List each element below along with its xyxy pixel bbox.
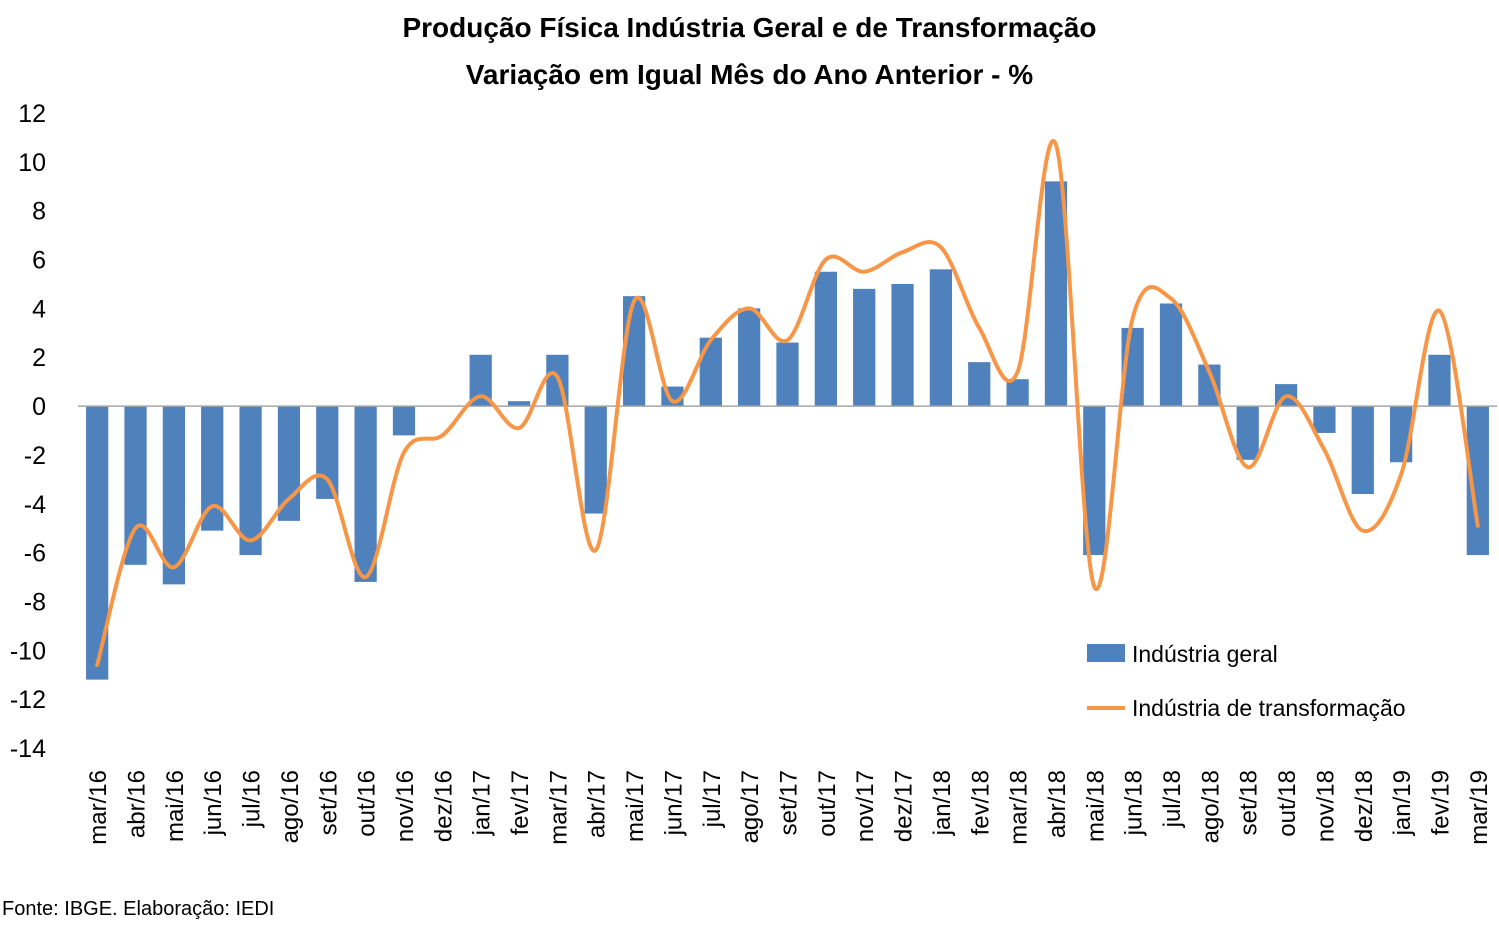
bar-fev/18: [968, 362, 991, 407]
bar-out/17: [814, 271, 837, 407]
x-tick-label: mar/16: [85, 770, 112, 845]
y-tick-label: 12: [18, 100, 46, 128]
y-tick-label: -6: [24, 540, 46, 568]
x-tick-label: jan/19: [1389, 770, 1416, 836]
bar-ago/17: [738, 308, 761, 407]
bar-jan/18: [929, 269, 953, 407]
bar-dez/18: [1351, 406, 1374, 494]
x-tick-label: mar/19: [1466, 770, 1493, 845]
x-tick-label: dez/16: [430, 770, 457, 842]
bar-mai/18: [1083, 406, 1106, 556]
y-axis-ticks: 12 10 8 6 4 2 0 -2 -4 -6 -8 -10 -12 -14: [10, 100, 46, 763]
bar-abr/17: [584, 406, 607, 514]
bar-abr/18: [1044, 181, 1068, 407]
x-tick-label: set/16: [315, 770, 342, 835]
x-tick-label: nov/16: [392, 770, 419, 842]
bar-mar/18: [1006, 379, 1029, 407]
x-tick-label: set/18: [1236, 770, 1263, 835]
x-tick-label: abr/18: [1044, 770, 1071, 838]
x-tick-label: fev/17: [507, 770, 534, 835]
x-tick-label: jul/18: [1159, 770, 1186, 828]
y-tick-label: -14: [10, 735, 46, 763]
x-tick-label: ago/17: [737, 770, 764, 843]
x-tick-label: fev/18: [967, 770, 994, 835]
x-tick-label: jun/18: [1121, 770, 1148, 836]
x-tick-label: out/18: [1274, 770, 1301, 837]
bar-dez/17: [891, 283, 914, 407]
bar-set/18: [1236, 406, 1259, 460]
x-tick-label: jun/17: [660, 770, 687, 836]
bar-nov/18: [1313, 406, 1336, 433]
chart-title: Produção Física Indústria Geral e de Tra…: [402, 12, 1097, 43]
x-tick-label: mai/18: [1082, 770, 1109, 842]
x-tick-label: out/16: [354, 770, 381, 837]
bar-out/16: [354, 406, 377, 582]
y-tick-label: 10: [18, 149, 46, 177]
y-tick-label: 6: [32, 247, 46, 275]
x-tick-label: mai/17: [622, 770, 649, 842]
bar-mar/19: [1466, 406, 1489, 556]
bar-fev/17: [507, 401, 531, 407]
x-tick-label: set/17: [776, 770, 803, 835]
bar-nov/16: [392, 406, 416, 436]
bar-set/16: [316, 406, 339, 499]
bar-series: [86, 181, 1489, 680]
x-tick-label: jul/16: [239, 770, 266, 828]
x-tick-label: mar/17: [545, 770, 572, 845]
y-tick-label: -8: [24, 588, 46, 616]
x-tick-label: mar/18: [1006, 770, 1033, 845]
y-tick-label: -4: [24, 491, 46, 519]
bar-jul/16: [239, 406, 262, 556]
bar-mar/16: [86, 406, 109, 680]
bar-mai/17: [622, 296, 646, 407]
x-tick-label: dez/18: [1351, 770, 1378, 842]
legend-swatch-bar: [1087, 644, 1125, 662]
legend-label-bar: Indústria geral: [1132, 641, 1278, 667]
bar-nov/17: [853, 288, 876, 407]
x-tick-label: jun/16: [200, 770, 227, 836]
y-tick-label: -12: [10, 686, 46, 714]
chart-subtitle: Variação em Igual Mês do Ano Anterior - …: [465, 59, 1034, 90]
legend-label-line: Indústria de transformação: [1132, 695, 1406, 721]
x-tick-label: jan/17: [469, 770, 496, 836]
x-tick-label: nov/17: [852, 770, 879, 842]
bar-fev/19: [1428, 354, 1451, 407]
x-tick-label: ago/16: [277, 770, 304, 843]
bar-mai/16: [162, 406, 185, 585]
x-tick-label: mai/16: [162, 770, 189, 842]
bar-jan/17: [469, 354, 492, 407]
bar-set/17: [776, 342, 799, 407]
x-tick-label: ago/18: [1197, 770, 1224, 843]
legend: Indústria geral Indústria de transformaç…: [1087, 641, 1406, 721]
y-tick-label: -2: [24, 442, 46, 470]
x-tick-label: dez/17: [891, 770, 918, 842]
source-note: Fonte: IBGE. Elaboração: IEDI: [2, 898, 275, 920]
x-tick-label: fev/19: [1427, 770, 1454, 835]
x-tick-label: abr/17: [584, 770, 611, 838]
y-tick-label: 2: [32, 344, 46, 372]
x-tick-label: abr/16: [124, 770, 151, 838]
x-tick-label: nov/18: [1312, 770, 1339, 842]
bar-jun/16: [201, 406, 224, 531]
x-axis-ticks: mar/16 abr/16 mai/16 jun/16 jul/16 ago/16 set/…: [85, 770, 1493, 845]
y-tick-label: 8: [32, 198, 46, 226]
y-tick-label: -10: [10, 637, 46, 665]
line-series: [95, 139, 1480, 667]
bar-jul/18: [1159, 303, 1183, 407]
x-tick-label: jan/18: [929, 770, 956, 836]
y-tick-label: 4: [32, 295, 46, 323]
bar-ago/18: [1198, 364, 1221, 407]
y-tick-label: 0: [32, 393, 46, 421]
bar-ago/16: [277, 406, 301, 521]
bar-jul/17: [699, 337, 722, 407]
x-tick-label: out/17: [814, 770, 841, 837]
x-tick-label: jul/17: [699, 770, 726, 828]
